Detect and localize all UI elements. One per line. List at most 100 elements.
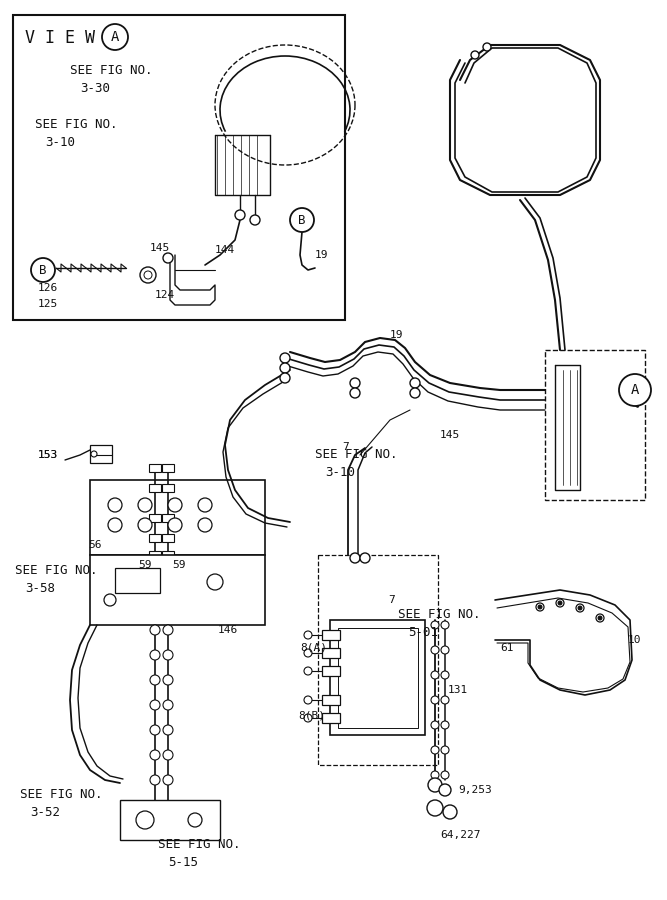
Bar: [318, 555, 438, 765]
Circle shape: [471, 51, 479, 59]
Text: 145: 145: [150, 243, 170, 253]
Circle shape: [140, 267, 156, 283]
Bar: [322, 713, 340, 723]
Circle shape: [280, 373, 290, 383]
Bar: [162, 514, 174, 522]
Text: 146: 146: [218, 625, 238, 635]
Circle shape: [168, 498, 182, 512]
Circle shape: [483, 43, 491, 51]
Bar: [149, 464, 161, 472]
Circle shape: [304, 631, 312, 639]
Circle shape: [410, 378, 420, 388]
Bar: [545, 350, 645, 500]
Text: 5-01: 5-01: [408, 626, 438, 640]
Circle shape: [136, 811, 154, 829]
Circle shape: [441, 621, 449, 629]
Text: V I E W: V I E W: [25, 29, 95, 47]
Circle shape: [598, 616, 602, 620]
Bar: [162, 464, 174, 472]
Bar: [338, 628, 418, 728]
Bar: [90, 445, 112, 463]
Circle shape: [150, 725, 160, 735]
Circle shape: [431, 621, 439, 629]
Bar: [330, 620, 425, 735]
Circle shape: [150, 750, 160, 760]
Text: B: B: [39, 264, 47, 276]
Circle shape: [439, 784, 451, 796]
Bar: [115, 568, 160, 593]
Circle shape: [350, 553, 360, 563]
Circle shape: [138, 498, 152, 512]
Circle shape: [441, 771, 449, 779]
Circle shape: [31, 258, 55, 282]
Bar: [322, 630, 340, 640]
Circle shape: [431, 771, 439, 779]
Circle shape: [198, 498, 212, 512]
Circle shape: [150, 775, 160, 785]
Circle shape: [280, 363, 290, 373]
Circle shape: [556, 599, 564, 607]
Text: 61: 61: [500, 643, 514, 653]
Bar: [162, 484, 174, 492]
Circle shape: [441, 646, 449, 654]
Circle shape: [163, 775, 173, 785]
Circle shape: [163, 675, 173, 685]
Text: 3-30: 3-30: [80, 82, 110, 94]
Text: SEE FIG NO.: SEE FIG NO.: [398, 608, 480, 622]
Circle shape: [304, 649, 312, 657]
Text: 59: 59: [172, 560, 185, 570]
Bar: [162, 551, 174, 559]
Circle shape: [431, 721, 439, 729]
Bar: [322, 666, 340, 676]
Circle shape: [410, 388, 420, 398]
Circle shape: [350, 378, 360, 388]
Circle shape: [536, 603, 544, 611]
Bar: [162, 534, 174, 542]
Circle shape: [150, 675, 160, 685]
Circle shape: [619, 374, 651, 406]
Bar: [13, 15, 345, 320]
Bar: [120, 800, 220, 840]
Circle shape: [431, 671, 439, 679]
Bar: [149, 534, 161, 542]
Text: 3-10: 3-10: [45, 137, 75, 149]
Circle shape: [163, 253, 173, 263]
Circle shape: [150, 625, 160, 635]
Circle shape: [441, 696, 449, 704]
Text: SEE FIG NO.: SEE FIG NO.: [15, 563, 97, 577]
Text: 3-52: 3-52: [30, 806, 60, 820]
Text: 3-10: 3-10: [325, 466, 355, 480]
Text: 19: 19: [390, 330, 404, 340]
Text: SEE FIG NO.: SEE FIG NO.: [35, 119, 117, 131]
Circle shape: [108, 518, 122, 532]
Circle shape: [138, 518, 152, 532]
Bar: [90, 555, 265, 625]
Text: 145: 145: [440, 430, 460, 440]
Text: B: B: [298, 213, 305, 227]
Text: 56: 56: [88, 540, 101, 550]
Text: 9,253: 9,253: [458, 785, 492, 795]
Circle shape: [207, 574, 223, 590]
Text: 7: 7: [342, 442, 349, 452]
Circle shape: [443, 805, 457, 819]
Text: 3-58: 3-58: [25, 581, 55, 595]
Circle shape: [431, 746, 439, 754]
Circle shape: [168, 518, 182, 532]
Circle shape: [428, 778, 442, 792]
Circle shape: [304, 714, 312, 722]
Circle shape: [163, 725, 173, 735]
Circle shape: [441, 746, 449, 754]
Text: SEE FIG NO.: SEE FIG NO.: [70, 64, 153, 76]
Circle shape: [91, 451, 97, 457]
Text: 10: 10: [628, 635, 642, 645]
Circle shape: [104, 594, 116, 606]
Text: 19: 19: [315, 250, 329, 260]
Text: 153: 153: [38, 450, 58, 460]
Circle shape: [431, 696, 439, 704]
Circle shape: [441, 671, 449, 679]
Circle shape: [188, 813, 202, 827]
Circle shape: [441, 721, 449, 729]
Text: SEE FIG NO.: SEE FIG NO.: [20, 788, 103, 802]
Circle shape: [163, 650, 173, 660]
Circle shape: [150, 650, 160, 660]
